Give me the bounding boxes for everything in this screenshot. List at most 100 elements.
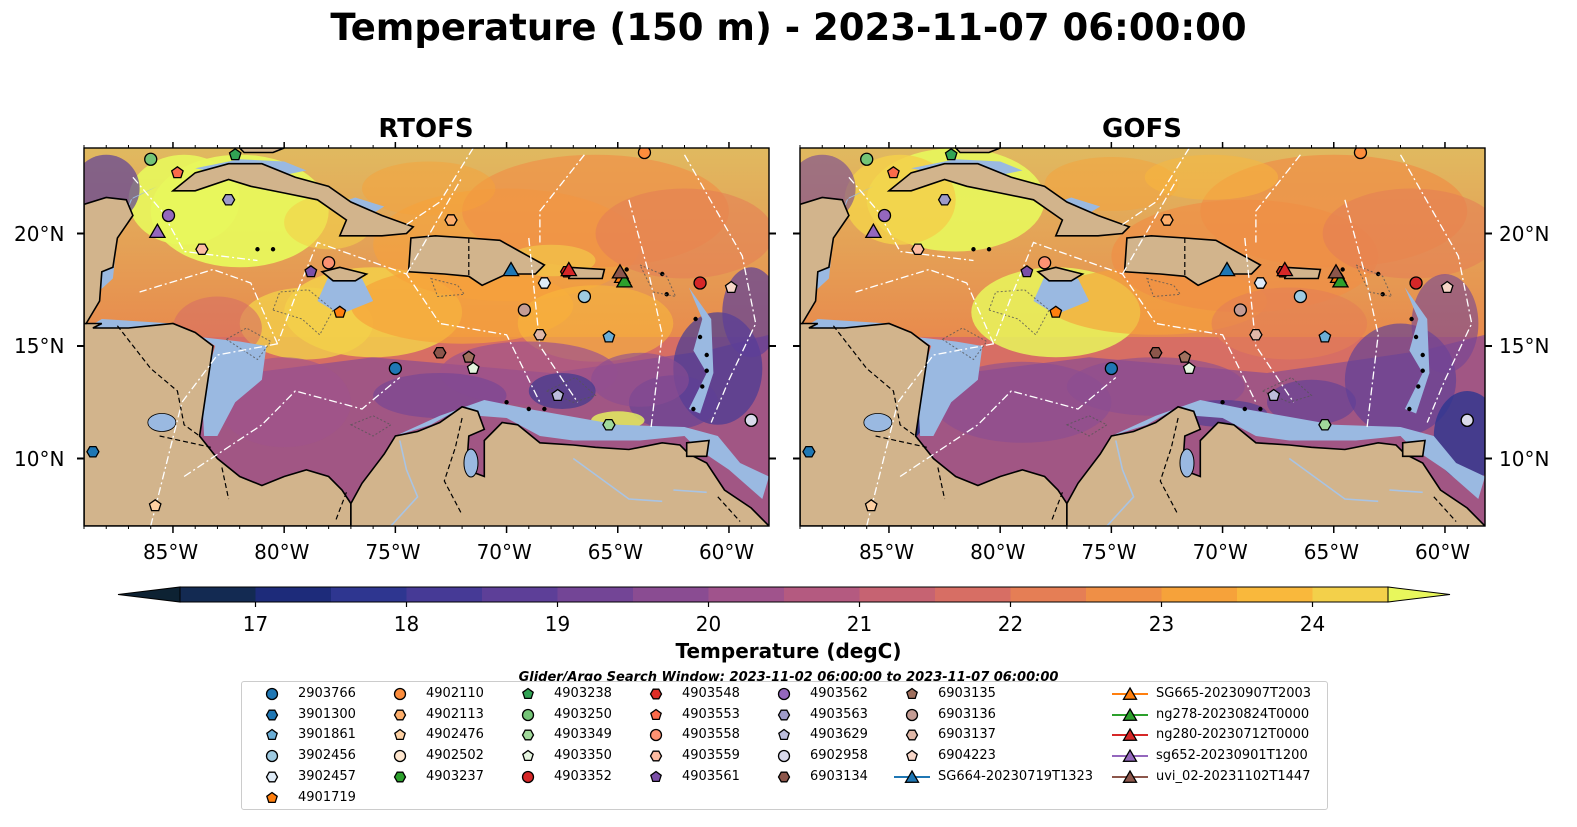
legend-label: 2903766: [298, 686, 356, 701]
y-tick-label: 10°N: [14, 446, 65, 471]
temperature-patch: [362, 161, 496, 216]
legend-label: 4903553: [682, 706, 740, 722]
x-tick-label: 85°W: [142, 540, 199, 564]
eez-boundary: [866, 241, 1257, 526]
observation-4903563: [221, 193, 236, 206]
legend-marker: [1122, 728, 1138, 742]
colorbar-segment: [633, 587, 709, 602]
colorbar-segment: [1010, 587, 1087, 602]
shelf-area: [804, 186, 874, 301]
y-tick-label: 15°N: [1499, 334, 1550, 358]
x-tick-label: 60°W: [698, 540, 755, 564]
colorbar-segment: [859, 587, 936, 602]
legend-label: 3901300: [298, 706, 356, 722]
observation-6902958: [744, 413, 758, 427]
colorbar-segment: [1312, 587, 1389, 602]
legend-label: 6903137: [938, 727, 996, 743]
colorbar-segment: [255, 587, 332, 602]
legend-marker: [777, 687, 791, 701]
country-border: [1433, 496, 1457, 522]
legend-label: 4903629: [810, 727, 868, 743]
legend-label: 4903349: [554, 727, 612, 743]
legend-marker: [265, 687, 279, 701]
observation-4901719: [1049, 305, 1063, 318]
observation-4903558: [321, 256, 336, 270]
observation-3901861: [1318, 330, 1332, 343]
small-island: [691, 406, 696, 412]
small-island: [624, 267, 629, 272]
legend-label: 6903134: [810, 768, 868, 784]
observation-6903134: [1149, 346, 1163, 359]
legend-label: uvi_02-20231102T1447: [1156, 768, 1311, 784]
observation-sg652-20230901T1200: [864, 222, 883, 239]
eez-boundary: [899, 377, 1117, 478]
observation-4903561: [1020, 265, 1034, 278]
colorbar-tick-label: 22: [997, 612, 1024, 636]
lake-nicaragua: [147, 413, 177, 432]
observation-6904223: [724, 280, 738, 294]
legend-marker: [1122, 707, 1138, 721]
colorbar-segment: [1237, 587, 1313, 602]
small-island: [255, 247, 260, 252]
river: [390, 440, 419, 526]
colorbar-segment: [784, 587, 860, 602]
eez-boundary: [1255, 154, 1301, 243]
legend-marker: [393, 771, 407, 783]
country-border: [1159, 417, 1179, 516]
eez-boundary: [683, 154, 757, 423]
legend-label: 6903135: [938, 686, 996, 701]
legend-marker: [650, 708, 662, 720]
observation-ng278-20230824T0000: [1331, 272, 1350, 288]
colorbar-segment: [331, 587, 407, 602]
legend-marker: [266, 729, 278, 741]
legend-label: 4901719: [298, 789, 356, 805]
legend-marker: [906, 749, 918, 762]
eez-boundary: [528, 237, 579, 403]
land-jamaica: [320, 266, 369, 282]
observation-SG664-20230719T1323: [1218, 261, 1236, 277]
legend-marker: [522, 687, 534, 700]
figure-title: Temperature (150 m) - 2023-11-07 06:00:0…: [330, 6, 1247, 49]
small-island: [1409, 316, 1414, 322]
observation-6903137: [533, 328, 547, 341]
small-island: [1420, 352, 1425, 358]
land-trinidad: [685, 439, 710, 458]
legend-marker-triangle-icon: [1112, 686, 1148, 700]
river: [673, 489, 707, 494]
observation-4903349: [602, 418, 616, 431]
legend-marker: [394, 729, 406, 741]
small-island: [1416, 384, 1421, 389]
observation-4902113: [1160, 214, 1174, 226]
legend-marker: [265, 709, 279, 721]
legend-marker: [521, 770, 535, 783]
small-island: [1420, 368, 1425, 373]
x-tick-label: 75°W: [1081, 540, 1137, 564]
legend-label: ng278-20230824T0000: [1156, 706, 1310, 722]
map-frame: [83, 147, 770, 527]
observation-4902476: [864, 498, 878, 512]
x-tick-label: 65°W: [1303, 540, 1359, 564]
eez-boundary: [628, 199, 663, 428]
legend-marker: [265, 771, 279, 783]
legend-marker-circle-icon: [265, 749, 279, 763]
legend-marker: [649, 729, 663, 742]
legend-label: 4903563: [810, 706, 868, 722]
observation-6903135: [1178, 350, 1192, 363]
legend-marker-circle-icon: [777, 749, 791, 763]
shelf-area: [1404, 287, 1430, 414]
eez-boundary: [1244, 237, 1295, 403]
shelf-area: [806, 319, 983, 436]
temperature-patch: [1211, 287, 1368, 360]
observation-3902456: [1293, 289, 1308, 304]
legend-marker-triangle-icon: [894, 769, 930, 783]
eez-boundary: [848, 176, 974, 262]
x-tick-label: 70°W: [476, 540, 532, 564]
legend-marker-circle-icon: [521, 770, 535, 783]
observation-6903137: [1249, 328, 1263, 341]
country-border: [937, 467, 946, 500]
legend-marker-hexagon-icon: [393, 709, 407, 721]
observation-4903629: [551, 388, 565, 402]
x-tick-label: 65°W: [587, 540, 643, 564]
legend-marker: [649, 750, 663, 762]
observation-4903562: [161, 208, 176, 223]
